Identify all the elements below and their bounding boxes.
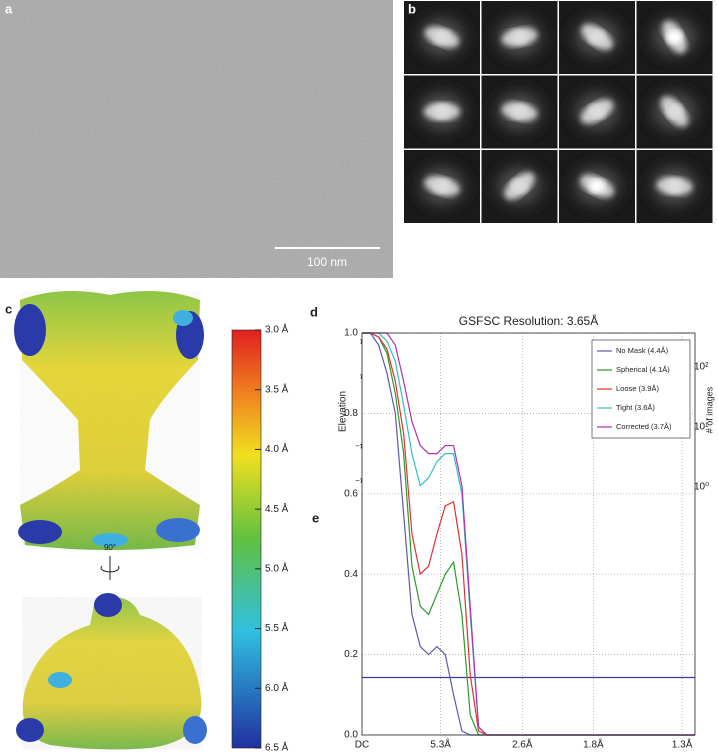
- legend-label: Loose (3.9Å): [616, 384, 659, 393]
- chart-title: GSFSC Resolution: 3.65Å: [459, 313, 598, 328]
- density-map-top: [16, 593, 207, 750]
- class-averages: [403, 0, 713, 224]
- colorbar-tick-label: 6.0 Å: [265, 681, 289, 694]
- fsc-chart: 0.0 0.2 0.4 0.6 0.8 1.0 DC 5.3Å 2.6Å 1.8Å 1.3Å GSFS…: [344, 313, 696, 751]
- class-particle-core: [666, 30, 683, 44]
- y-tick-label: 0.4: [344, 569, 358, 580]
- class-particle-core: [434, 179, 450, 193]
- colorbar-tick-label: 4.0 Å: [265, 442, 289, 455]
- legend-label: Tight (3.6Å): [616, 403, 655, 412]
- colorbar-tick-label: 4.5 Å: [265, 502, 289, 515]
- plot-frame: [361, 332, 696, 736]
- legend-label: No Mask (4.4Å): [616, 346, 669, 355]
- colorbar-tick-label: 10²: [694, 362, 709, 373]
- scale-bar-label: 100 nm: [307, 255, 347, 269]
- class-particle-core: [589, 30, 605, 44]
- y-tick-label: 0.6: [344, 488, 358, 499]
- colorbar-tick-label: 10⁰: [694, 482, 709, 493]
- rotation-label: 90°: [104, 543, 116, 552]
- colorbar-ticks: 3.0 Å 3.5 Å 4.0 Å 4.5 Å 5.0 Å 5.5 Å 6.0 Å 6.5 Å: [255, 323, 289, 754]
- panel-label: d: [310, 304, 318, 319]
- class-particle-core: [589, 179, 605, 193]
- panel-label: b: [408, 1, 416, 16]
- y-tick-label: 1.0: [344, 328, 358, 339]
- y-tick-label: 0.0: [344, 730, 358, 741]
- colorbar-tick-label: 3.0 Å: [265, 323, 289, 336]
- colorbar-tick-label: 3.5 Å: [265, 382, 289, 395]
- y-tick-label: 0.8: [344, 408, 358, 419]
- x-tick-label: 1.3Å: [672, 738, 693, 751]
- panel-label: a: [5, 1, 13, 16]
- class-particle-core: [666, 104, 683, 119]
- x-tick-label: DC: [355, 740, 369, 751]
- panel-label: c: [5, 301, 12, 316]
- class-particle-core: [434, 30, 450, 44]
- y-axis-label: Elevation: [338, 391, 349, 432]
- colorbar-tick-label: 5.0 Å: [265, 561, 289, 574]
- legend-label: Corrected (3.7Å): [616, 422, 672, 431]
- class-particle-core: [511, 30, 528, 44]
- colorbar: [231, 329, 262, 749]
- colorbar-label: # of images: [704, 386, 714, 433]
- class-particle-core: [511, 179, 528, 193]
- density-map-side: [14, 291, 204, 550]
- class-particle-core: [666, 179, 683, 193]
- colorbar-tick-label: 6.5 Å: [265, 741, 289, 754]
- legend-label: Spherical (4.1Å): [616, 365, 670, 374]
- class-particle-core: [434, 104, 450, 119]
- class-particle-core: [589, 104, 605, 119]
- colorbar-tick-label: 10¹: [694, 422, 709, 433]
- y-tick-label: 0.2: [344, 649, 358, 660]
- colorbar-tick-label: 5.5 Å: [265, 621, 289, 634]
- x-tick-label: 5.3Å: [430, 738, 451, 751]
- x-tick-label: 1.8Å: [583, 738, 604, 751]
- x-tick-label: 2.6Å: [512, 738, 533, 751]
- class-particle-core: [511, 104, 528, 119]
- micrograph-noise: [0, 0, 393, 278]
- panel-label: e: [312, 510, 319, 525]
